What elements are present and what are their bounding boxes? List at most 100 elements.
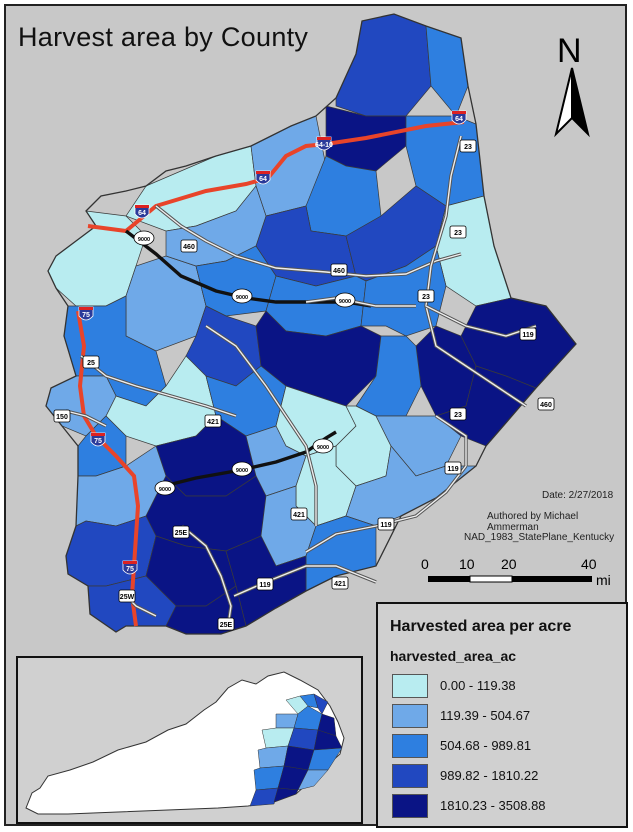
route-shield: 9000 [231,461,253,477]
legend-panel: Harvested area per acre harvested_area_a… [376,602,628,828]
svg-text:9000: 9000 [159,487,171,493]
scale-tick-20: 20 [501,556,517,572]
route-shield: 421 [204,414,222,428]
projection-text: NAD_1983_StatePlane_Kentucky [464,532,615,543]
highway-25 [79,354,237,418]
map-frame: 64 64 64 64-10 9000 9000 9000 9000 9000 9000 460 46… [4,4,628,828]
svg-text:25E: 25E [220,622,233,629]
highway-460 [154,204,462,278]
date-text: Date: 2/27/2018 [542,490,614,501]
legend-label: 0.00 - 119.38 [440,678,516,693]
highway-421 [205,324,318,526]
route-shield: 75 [78,306,94,321]
route-shield: 119 [256,577,274,591]
svg-text:460: 460 [333,268,345,275]
svg-text:9000: 9000 [236,295,248,301]
legend-label: 1810.23 - 3508.88 [440,798,546,813]
highway-25E [180,524,233,627]
scale-bar [428,575,592,583]
svg-text:119: 119 [522,332,533,339]
corridor-9000-south [155,430,337,490]
legend-class-4: 989.82 - 1810.22 [392,764,622,790]
route-shield: 119 [519,327,537,341]
legend-class-5: 1810.23 - 3508.88 [392,794,622,820]
county-polygon [255,310,382,407]
highway-421-south [233,564,377,598]
svg-text:9000: 9000 [317,445,329,451]
legend-swatch [392,794,428,818]
route-shield: 75 [90,432,106,447]
legend-class-2: 119.39 - 504.67 [392,704,622,730]
route-shield: 23 [449,407,467,421]
route-shield: 460 [537,397,555,411]
route-shield: 25E [172,525,190,539]
scale-tick-40: 40 [581,556,597,572]
svg-text:460: 460 [540,402,552,409]
legend-class-1: 0.00 - 119.38 [392,674,622,700]
study-region-outline [45,13,577,635]
legend-swatch [392,674,428,698]
route-shield: 9000 [154,480,176,496]
county-polygon [335,14,432,117]
north-arrow [554,67,590,138]
svg-text:75: 75 [94,438,102,445]
legend-label: 504.68 - 989.81 [440,738,532,753]
interstate-64 [87,120,465,234]
north-label: N [557,32,582,70]
inset-county-polygon [249,787,279,807]
map-canvas: 64 64 64 64-10 9000 9000 9000 9000 9000 9000 460 46… [45,13,592,635]
svg-text:421: 421 [334,581,346,588]
inset-map [25,671,345,815]
svg-text:150: 150 [56,414,68,421]
svg-text:9000: 9000 [339,299,351,305]
route-shield: 64 [255,170,271,185]
scale-tick-0: 0 [421,556,429,572]
kentucky-locator-inset [16,656,363,824]
route-shield: 25 [82,355,100,369]
svg-text:64: 64 [138,210,146,217]
svg-text:460: 460 [183,244,195,251]
route-shield: 64 [134,204,150,219]
svg-text:119: 119 [447,466,458,473]
route-shield: 421 [331,576,349,590]
highway-119-mid [305,464,468,554]
legend-title: Harvested area per acre [390,618,572,635]
legend-field-name: harvested_area_ac [390,648,517,664]
svg-text:25: 25 [87,360,95,367]
inset-study-area [249,693,343,807]
route-shield: 9000 [133,230,155,246]
route-shield: 25E [217,617,235,631]
author-text: Authored by Michael Ammerman [487,511,579,533]
scale-unit: mi [596,572,611,588]
route-shield: 23 [459,139,477,153]
inset-county-polygon [273,787,299,803]
route-shield: 460 [180,239,198,253]
svg-text:119: 119 [380,522,391,529]
route-shield: 460 [330,263,348,277]
route-shield: 421 [290,507,308,521]
highway-150 [65,409,107,428]
county-polygon [125,255,207,352]
route-shield: 9000 [231,288,253,304]
map-title: Harvest area by County [18,22,309,52]
county-polygon [65,515,157,587]
route-shield: 75 [122,560,138,575]
inset-county-polygon [297,769,329,791]
svg-text:421: 421 [207,419,219,426]
route-shield: 119 [377,517,395,531]
scale-tick-10: 10 [459,556,475,572]
svg-text:9000: 9000 [138,237,150,243]
route-shield: 119 [444,461,462,475]
svg-text:23: 23 [454,412,462,419]
legend-label: 119.39 - 504.67 [440,708,531,723]
route-shield: 9000 [312,438,334,454]
legend-swatch [392,704,428,728]
route-shield: 150 [53,409,71,423]
highway-119-south [435,414,468,466]
svg-text:23: 23 [422,294,430,301]
svg-text:64-10: 64-10 [315,142,333,149]
highway-connector [305,296,416,308]
inset-county-polygon [257,745,289,769]
svg-text:23: 23 [464,144,472,151]
route-shield: 9000 [334,292,356,308]
